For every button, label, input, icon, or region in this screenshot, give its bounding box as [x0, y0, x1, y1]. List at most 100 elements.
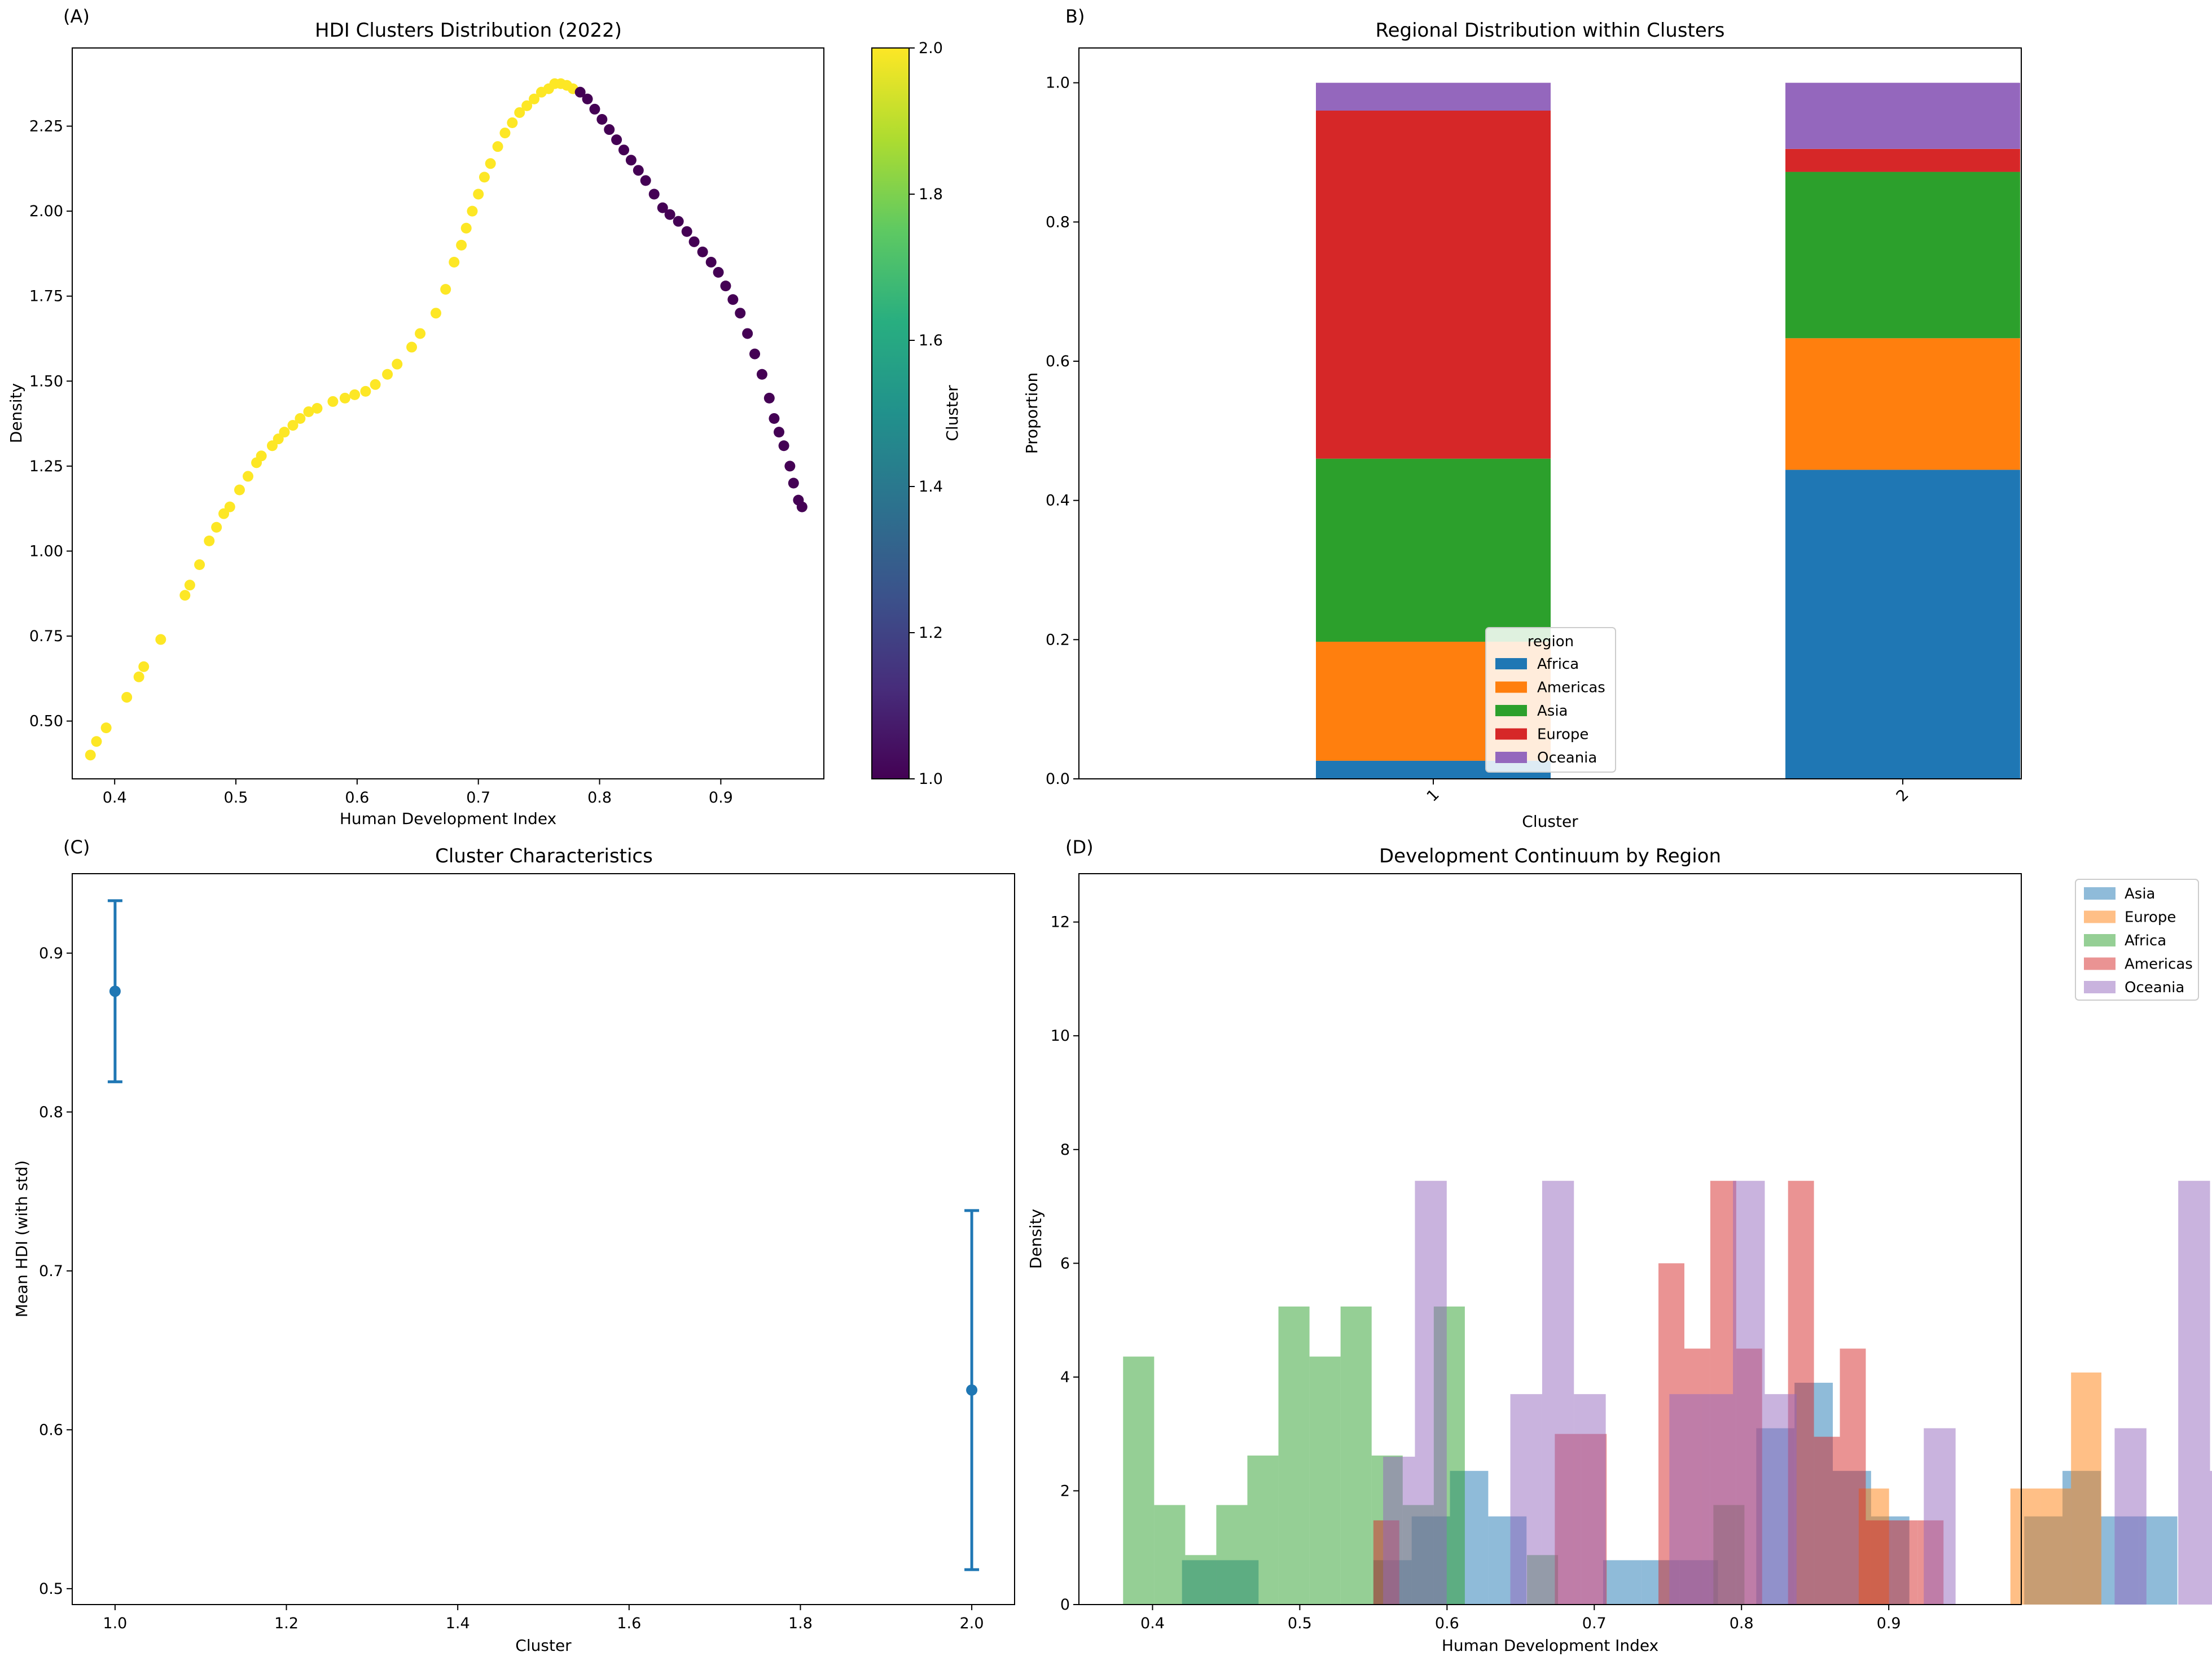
colorbar-tick-label: 1.4	[919, 478, 943, 496]
mean-point	[109, 985, 121, 997]
x-tick-label: 0.5	[224, 789, 248, 807]
scatter-point	[456, 239, 467, 251]
hist-bar-oceania	[2210, 1471, 2212, 1605]
hist-bar-asia	[1603, 1560, 1642, 1605]
x-tick-label: 1.6	[617, 1615, 641, 1632]
scatter-point	[756, 369, 767, 380]
scatter-point	[449, 256, 460, 268]
scatter-point	[788, 477, 799, 489]
scatter-point	[633, 165, 644, 176]
bar-segment-asia	[1785, 172, 2020, 339]
scatter-point	[784, 461, 796, 472]
y-tick-label: 0.6	[1046, 353, 1070, 370]
colorbar-ticks: 1.0 1.2 1.4 1.6 1.8 2.0	[909, 40, 943, 788]
y-tick-label: 0.2	[1046, 631, 1070, 648]
hist-bar-oceania	[1733, 1181, 1765, 1605]
panel-d-legend-items: Asia Europe Africa Americas Oceania	[2084, 886, 2193, 996]
panel-b-title: Regional Distribution within Clusters	[1376, 19, 1725, 42]
scatter-point	[727, 294, 739, 305]
hist-bar-africa	[1123, 1356, 1155, 1605]
hist-bar-africa	[1154, 1505, 1186, 1605]
y-tick-label: 10	[1051, 1027, 1070, 1045]
scatter-point	[370, 379, 381, 390]
legend-label-africa: Africa	[1537, 656, 1579, 673]
y-tick-label: 12	[1051, 914, 1070, 931]
scatter-point	[778, 440, 789, 452]
colorbar-tick-label: 1.8	[919, 186, 943, 203]
panel-b-xlabel: Cluster	[1522, 812, 1578, 831]
panel-d-legend: Asia Europe Africa Americas Oceania	[2075, 879, 2199, 1001]
scatter-point	[473, 189, 484, 200]
legend-label-asia: Asia	[1537, 703, 1568, 720]
hist-bar-europe	[2071, 1372, 2101, 1605]
legend-swatch-americas	[2084, 957, 2116, 970]
y-tick-label: 0.5	[39, 1580, 63, 1598]
x-tick-label: 0.6	[1435, 1615, 1459, 1632]
panel-c-title: Cluster Characteristics	[435, 845, 653, 867]
colorbar-tick-label: 2.0	[919, 40, 943, 57]
scatter-point	[589, 103, 600, 115]
scatter-point	[349, 389, 361, 400]
panel-b-frame	[1078, 47, 2022, 779]
y-tick-label: 0.0	[1046, 770, 1070, 788]
scatter-point	[596, 113, 608, 125]
scatter-point	[529, 93, 540, 104]
panel-c-y-ticks: 0.5 0.6 0.7 0.8 0.9	[39, 945, 72, 1598]
panel-c-ylabel: Mean HDI (with std)	[12, 1160, 31, 1317]
colorbar-label: Cluster	[943, 385, 962, 441]
bar-segment-europe	[1785, 148, 2020, 172]
hist-bar-oceania	[1924, 1428, 1956, 1605]
scatter-point	[184, 580, 195, 591]
legend-swatch-asia	[2084, 887, 2116, 900]
scatter-point	[574, 86, 586, 98]
x-tick-label: 0.7	[1582, 1615, 1607, 1632]
panel-d-histogram: (D) Development Continuum by Region 0 2 4 6…	[1026, 836, 2212, 1655]
colorbar-tick-label: 1.0	[919, 770, 943, 788]
legend-swatch-europe	[2084, 910, 2116, 923]
hist-bar-africa	[1185, 1555, 1217, 1605]
scatter-point	[243, 471, 254, 482]
panel-b-stacked-bar: B) Regional Distribution within Clusters…	[1022, 6, 2022, 831]
legend-swatch-asia	[1495, 705, 1527, 716]
scatter-point	[664, 209, 675, 220]
panel-b-label: B)	[1065, 6, 1085, 27]
scatter-point	[705, 256, 717, 268]
scatter-point	[769, 413, 780, 424]
scatter-point	[194, 559, 205, 571]
panel-b-ylabel: Proportion	[1022, 372, 1041, 454]
scatter-point	[327, 396, 339, 407]
mean-point	[966, 1384, 978, 1396]
scatter-point	[287, 420, 299, 431]
scatter-point	[179, 590, 191, 601]
x-tick-label: 1.8	[788, 1615, 813, 1632]
hist-bar-oceania	[1383, 1456, 1415, 1605]
scatter-point	[742, 328, 753, 339]
y-tick-label: 2.00	[29, 203, 63, 220]
y-tick-label: 0.4	[1046, 492, 1070, 510]
scatter-point	[224, 501, 235, 512]
scatter-point	[204, 535, 215, 546]
scatter-point	[121, 691, 133, 703]
legend-swatch-oceania	[1495, 752, 1527, 763]
x-tick-label: 0.8	[587, 789, 612, 807]
y-tick-label: 0.50	[29, 713, 63, 730]
panel-c-frame	[72, 873, 1015, 1605]
panel-d-y-ticks: 0 2 4 6 8 10 12	[1051, 914, 1079, 1614]
panel-a-ylabel: Density	[7, 383, 25, 443]
scatter-point	[91, 736, 102, 747]
scatter-point	[479, 172, 490, 183]
scatter-point	[657, 202, 668, 213]
bar-segment-africa	[1785, 470, 2020, 779]
legend-label-africa: Africa	[2125, 932, 2166, 949]
scatter-point	[720, 281, 731, 292]
scatter-point	[339, 392, 350, 404]
panel-d-title: Development Continuum by Region	[1379, 845, 1721, 867]
scatter-point	[697, 246, 708, 257]
hist-bar-oceania	[1542, 1181, 1574, 1605]
scatter-point	[406, 341, 418, 353]
hist-bar-africa	[1340, 1306, 1372, 1605]
y-tick-label: 0	[1060, 1596, 1070, 1614]
scatter-point	[303, 406, 314, 417]
